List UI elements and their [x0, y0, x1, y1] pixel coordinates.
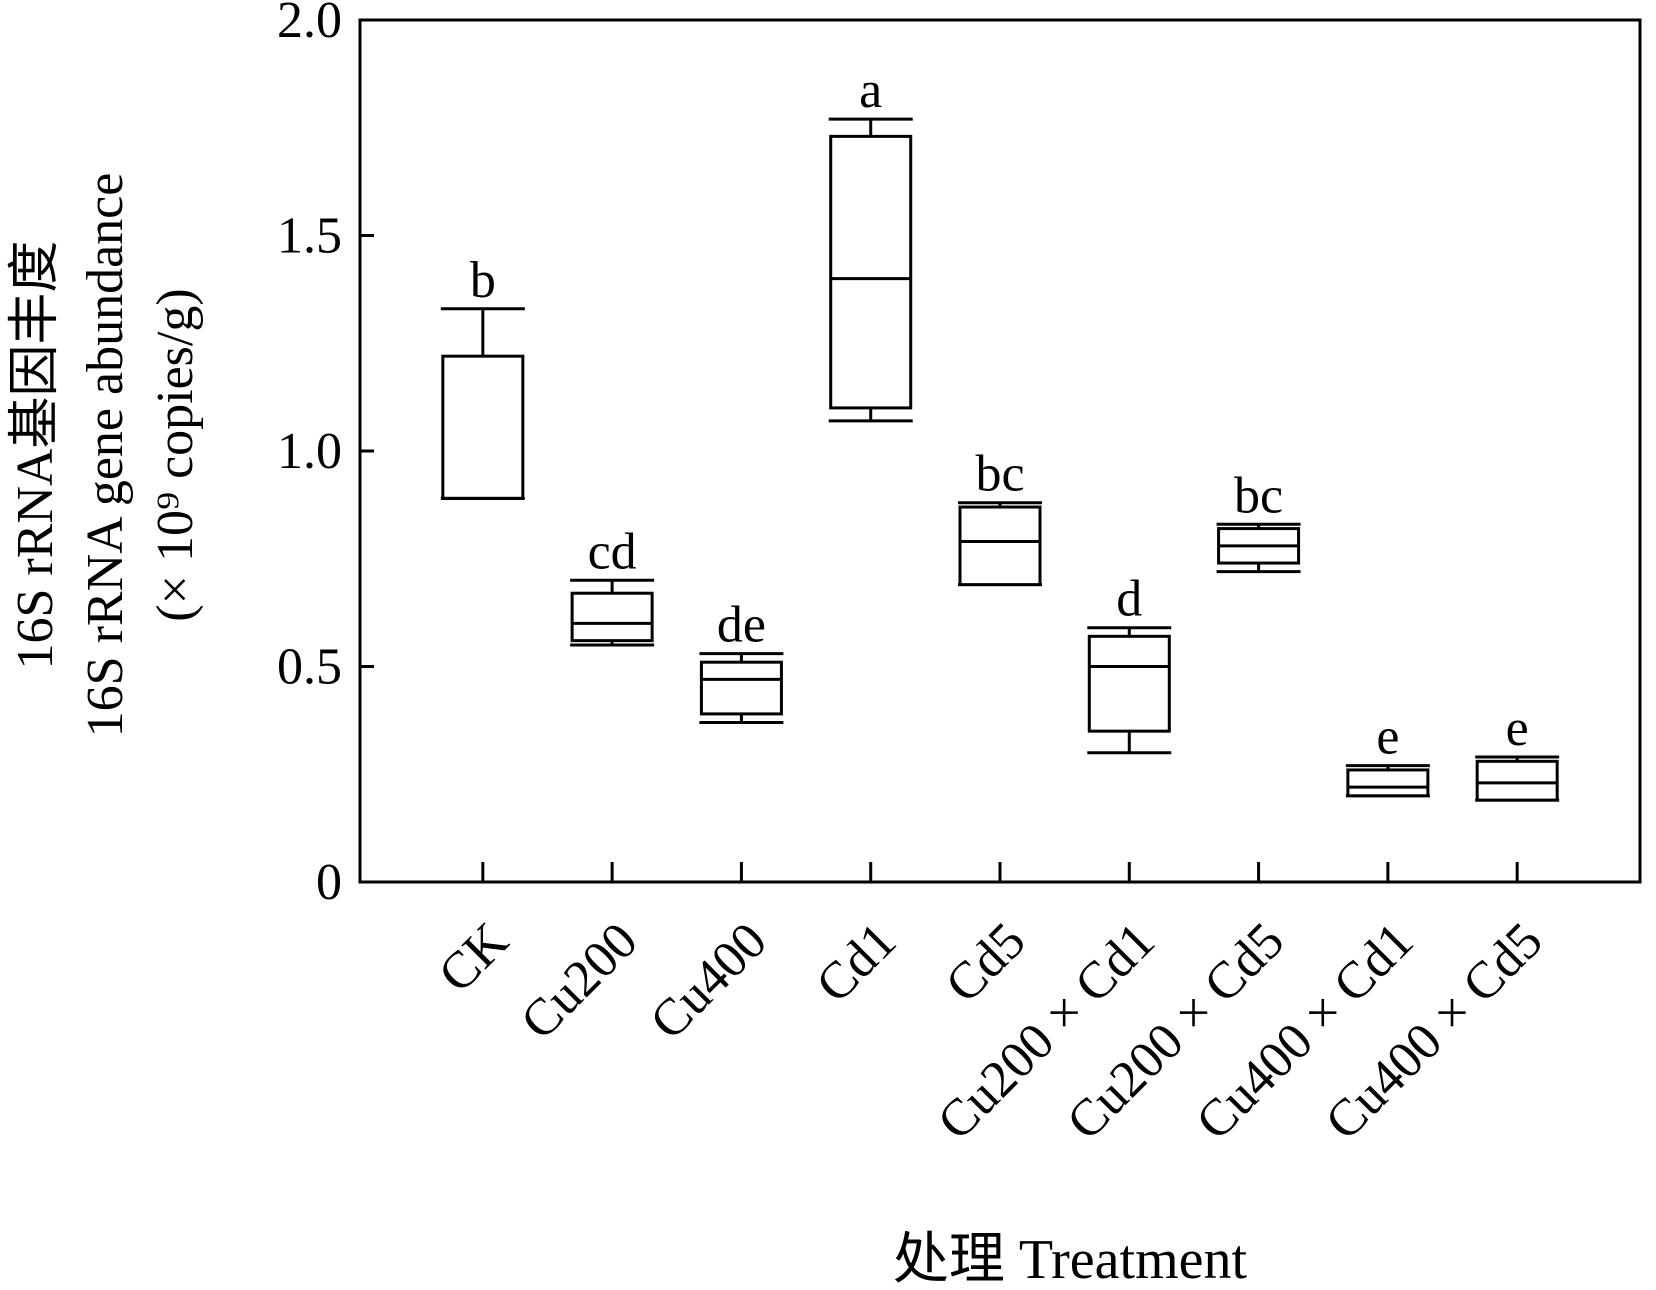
significance-letter: cd	[588, 523, 637, 580]
significance-letter: b	[470, 252, 496, 309]
x-tick-label: Cu400	[640, 912, 778, 1050]
iqr-box	[699, 660, 783, 716]
x-axis-title: 处理 Treatment	[893, 1229, 1248, 1290]
significance-letter: d	[1116, 571, 1142, 628]
x-tick-label: Cu200	[510, 912, 648, 1050]
significance-letter: e	[1376, 709, 1399, 766]
x-tick-label: Cd1	[806, 912, 908, 1014]
box-5: d	[1087, 571, 1172, 755]
iqr-box	[570, 591, 654, 643]
y-tick-label: 1.5	[277, 208, 342, 265]
significance-letter: bc	[975, 446, 1024, 503]
x-tick-label: CK	[428, 912, 520, 1004]
y-axis-title-line-3: (× 10⁹ copies/g)	[147, 288, 204, 621]
y-tick-label: 1.0	[277, 423, 342, 480]
box-4: bc	[958, 446, 1042, 587]
y-axis-title-line-1: 16S rRNA基因丰度	[7, 240, 64, 669]
iqr-box	[1346, 768, 1430, 798]
box-8: e	[1475, 700, 1560, 802]
y-tick-label: 0	[316, 854, 342, 911]
box-3: a	[828, 62, 913, 423]
iqr-box	[441, 354, 525, 500]
iqr-box	[829, 134, 913, 410]
y-axis-title-line-2: 16S rRNA gene abundance	[77, 173, 134, 738]
box-6: bc	[1216, 467, 1301, 574]
y-tick-label: 2.0	[277, 0, 342, 49]
box-2: de	[699, 597, 784, 725]
iqr-box	[958, 505, 1042, 587]
box-0: b	[440, 252, 525, 500]
significance-letter: a	[859, 62, 882, 119]
significance-letter: e	[1506, 700, 1529, 757]
iqr-box	[1087, 634, 1171, 733]
iqr-box	[1475, 759, 1559, 802]
x-tick-label: Cd5	[935, 912, 1037, 1014]
significance-letter: bc	[1234, 467, 1283, 524]
box-1: cd	[570, 523, 655, 647]
significance-letter: de	[717, 597, 766, 654]
box-7: e	[1345, 709, 1430, 798]
y-tick-label: 0.5	[277, 639, 342, 696]
